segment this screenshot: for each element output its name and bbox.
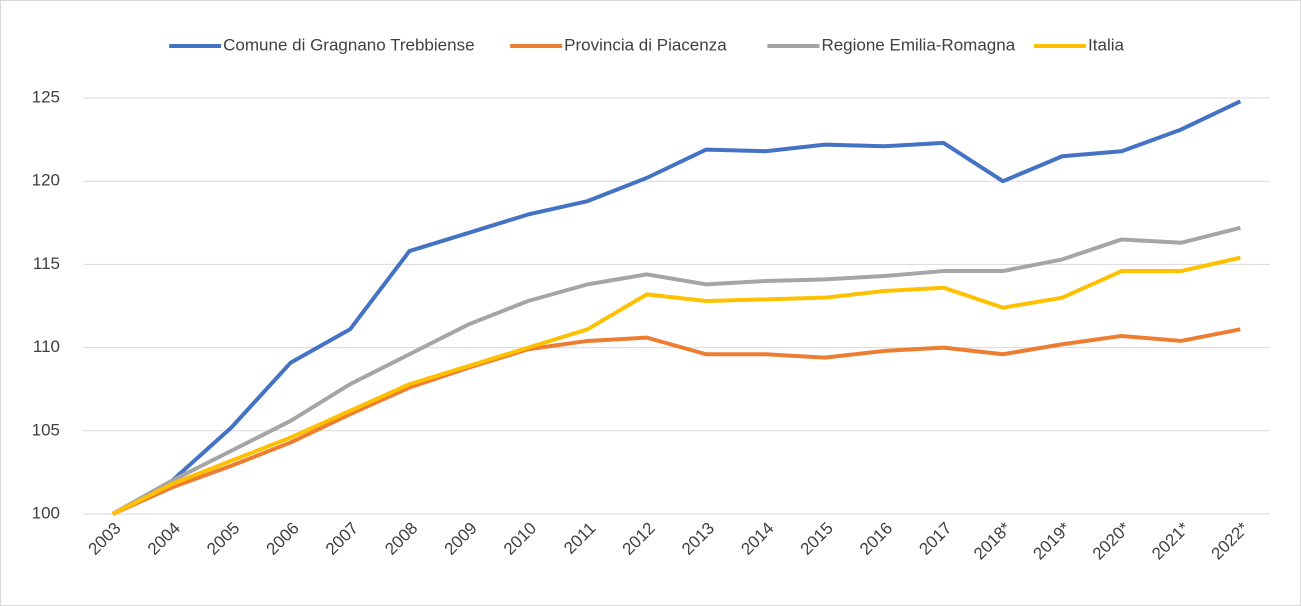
legend-label: Comune di Gragnano Trebbiense — [223, 35, 474, 54]
line — [111, 225, 1241, 516]
line — [111, 327, 1241, 516]
legend-label: Provincia di Piacenza — [564, 35, 727, 54]
line — [111, 255, 1241, 516]
y-tick-label: 105 — [32, 420, 60, 439]
y-tick-label: 115 — [33, 254, 60, 273]
y-tick-label: 120 — [32, 171, 60, 190]
legend-label: Regione Emilia-Romagna — [821, 35, 1015, 54]
y-tick-label: 125 — [32, 87, 60, 106]
y-tick-label: 100 — [32, 503, 60, 522]
legend-label: Italia — [1088, 35, 1124, 54]
y-tick-label: 110 — [33, 337, 60, 356]
line — [111, 99, 1242, 516]
